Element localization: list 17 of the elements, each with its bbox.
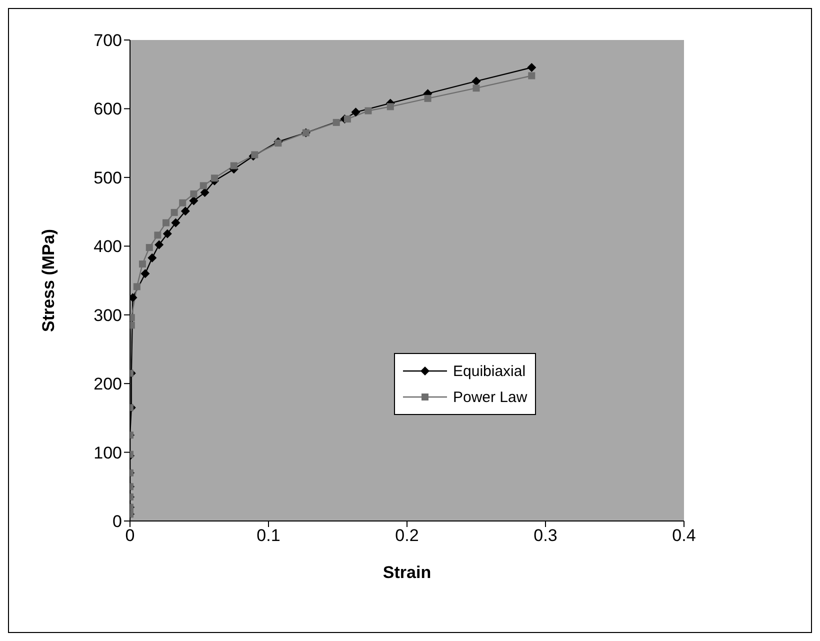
x-tick-label: 0 bbox=[125, 526, 135, 546]
legend-label: Equibiaxial bbox=[453, 362, 526, 380]
x-tick-label: 0.1 bbox=[256, 526, 280, 546]
y-axis-title: Stress (MPa) bbox=[39, 229, 58, 332]
legend-label: Power Law bbox=[453, 388, 528, 406]
y-tick-label: 400 bbox=[94, 237, 122, 256]
x-axis-title: Strain bbox=[382, 563, 432, 582]
y-tick-label: 600 bbox=[94, 100, 122, 119]
y-tick-label: 500 bbox=[94, 168, 122, 188]
y-tick-label: 0 bbox=[112, 512, 122, 532]
x-tick-label: 0.2 bbox=[395, 526, 419, 546]
x-tick-label: 0.4 bbox=[672, 526, 696, 546]
y-tick-label: 300 bbox=[94, 306, 122, 325]
x-tick-label: 0.3 bbox=[534, 526, 558, 546]
y-tick-label: 700 bbox=[94, 31, 122, 50]
y-tick-label: 100 bbox=[94, 443, 122, 462]
y-tick-label: 200 bbox=[94, 374, 122, 394]
